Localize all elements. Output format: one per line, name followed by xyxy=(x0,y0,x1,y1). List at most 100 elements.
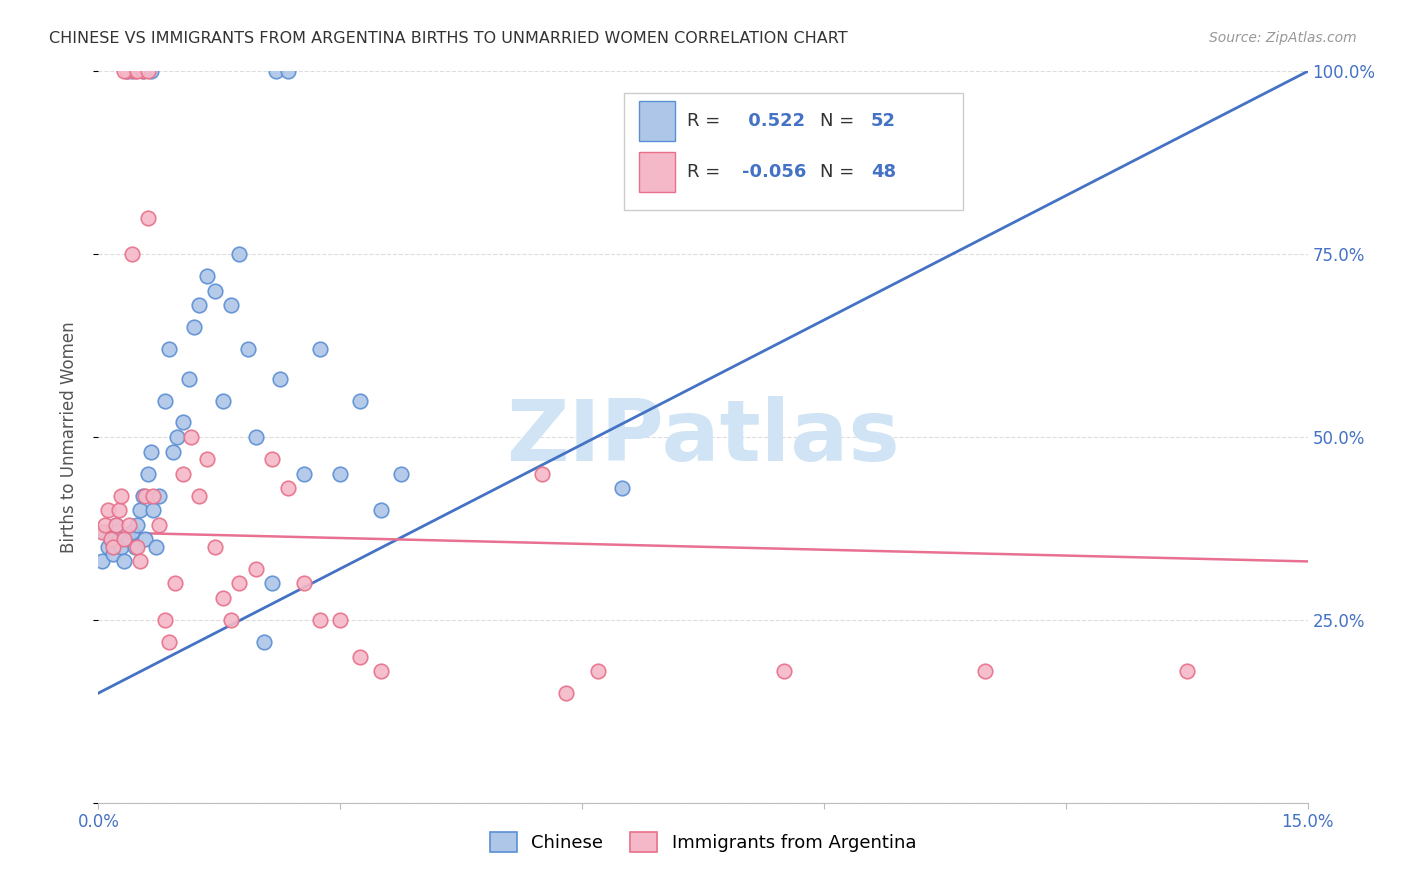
Point xyxy=(172,467,194,481)
Point xyxy=(105,517,128,532)
Point xyxy=(277,481,299,495)
Text: CHINESE VS IMMIGRANTS FROM ARGENTINA BIRTHS TO UNMARRIED WOMEN CORRELATION CHART: CHINESE VS IMMIGRANTS FROM ARGENTINA BIR… xyxy=(49,31,848,46)
FancyBboxPatch shape xyxy=(638,152,675,192)
Text: R =: R = xyxy=(688,163,727,181)
Point xyxy=(97,503,120,517)
Point xyxy=(127,64,149,78)
Point xyxy=(309,613,332,627)
Point xyxy=(100,533,122,547)
FancyBboxPatch shape xyxy=(638,101,675,141)
Point xyxy=(555,686,578,700)
Point xyxy=(134,489,156,503)
Point xyxy=(97,540,120,554)
Point xyxy=(148,489,170,503)
Point xyxy=(101,547,124,561)
Point xyxy=(94,525,117,540)
Point xyxy=(228,576,250,591)
Point xyxy=(253,635,276,649)
Point xyxy=(349,393,371,408)
Point xyxy=(129,503,152,517)
Text: 0.522: 0.522 xyxy=(742,112,804,130)
Text: N =: N = xyxy=(820,163,860,181)
Point xyxy=(105,517,128,532)
Point xyxy=(221,613,243,627)
Point xyxy=(94,517,117,532)
Point xyxy=(142,489,165,503)
Point xyxy=(91,554,114,568)
Point xyxy=(166,430,188,444)
Point xyxy=(221,298,243,312)
Point xyxy=(772,664,794,678)
Point xyxy=(115,64,138,78)
Point xyxy=(370,664,392,678)
Point xyxy=(180,430,202,444)
Point xyxy=(245,430,267,444)
Point xyxy=(172,416,194,430)
Point xyxy=(329,467,352,481)
Point xyxy=(530,467,553,481)
Point xyxy=(107,533,129,547)
Point xyxy=(110,540,132,554)
Point xyxy=(163,576,186,591)
Point xyxy=(188,489,211,503)
Point xyxy=(389,467,412,481)
Point xyxy=(153,613,176,627)
Point xyxy=(124,64,146,78)
Point xyxy=(157,343,180,357)
Point xyxy=(204,284,226,298)
Point xyxy=(112,64,135,78)
Point xyxy=(586,664,609,678)
Point xyxy=(139,64,162,78)
Point xyxy=(236,343,259,357)
Point xyxy=(107,503,129,517)
Point xyxy=(188,298,211,312)
Point xyxy=(139,444,162,458)
Point xyxy=(145,540,167,554)
Point xyxy=(162,444,184,458)
Point xyxy=(100,533,122,547)
Point xyxy=(195,452,218,467)
Legend: Chinese, Immigrants from Argentina: Chinese, Immigrants from Argentina xyxy=(482,825,924,860)
Point xyxy=(134,533,156,547)
Point xyxy=(177,371,200,385)
Point xyxy=(260,452,283,467)
Point xyxy=(153,393,176,408)
Point xyxy=(121,247,143,261)
Point xyxy=(264,64,287,78)
Point xyxy=(124,540,146,554)
Point xyxy=(1175,664,1198,678)
Point xyxy=(277,64,299,78)
Point xyxy=(132,64,155,78)
Text: 48: 48 xyxy=(872,163,896,181)
Point xyxy=(132,489,155,503)
Y-axis label: Births to Unmarried Women: Births to Unmarried Women xyxy=(59,321,77,553)
Point xyxy=(228,247,250,261)
Point xyxy=(138,467,160,481)
Point xyxy=(121,525,143,540)
Point xyxy=(110,489,132,503)
Point xyxy=(112,533,135,547)
Point xyxy=(204,540,226,554)
Point xyxy=(148,517,170,532)
Point xyxy=(115,64,138,78)
Point xyxy=(260,576,283,591)
Point xyxy=(612,481,634,495)
Point xyxy=(121,64,143,78)
Point xyxy=(127,517,149,532)
Point xyxy=(974,664,997,678)
FancyBboxPatch shape xyxy=(624,94,963,211)
Point xyxy=(157,635,180,649)
Point xyxy=(212,591,235,605)
Point xyxy=(132,64,155,78)
Text: -0.056: -0.056 xyxy=(742,163,806,181)
Point xyxy=(370,503,392,517)
Point xyxy=(329,613,352,627)
Point xyxy=(138,211,160,225)
Point xyxy=(195,269,218,284)
Point xyxy=(245,562,267,576)
Point xyxy=(292,576,315,591)
Text: 52: 52 xyxy=(872,112,896,130)
Text: R =: R = xyxy=(688,112,727,130)
Point xyxy=(138,64,160,78)
Text: Source: ZipAtlas.com: Source: ZipAtlas.com xyxy=(1209,31,1357,45)
